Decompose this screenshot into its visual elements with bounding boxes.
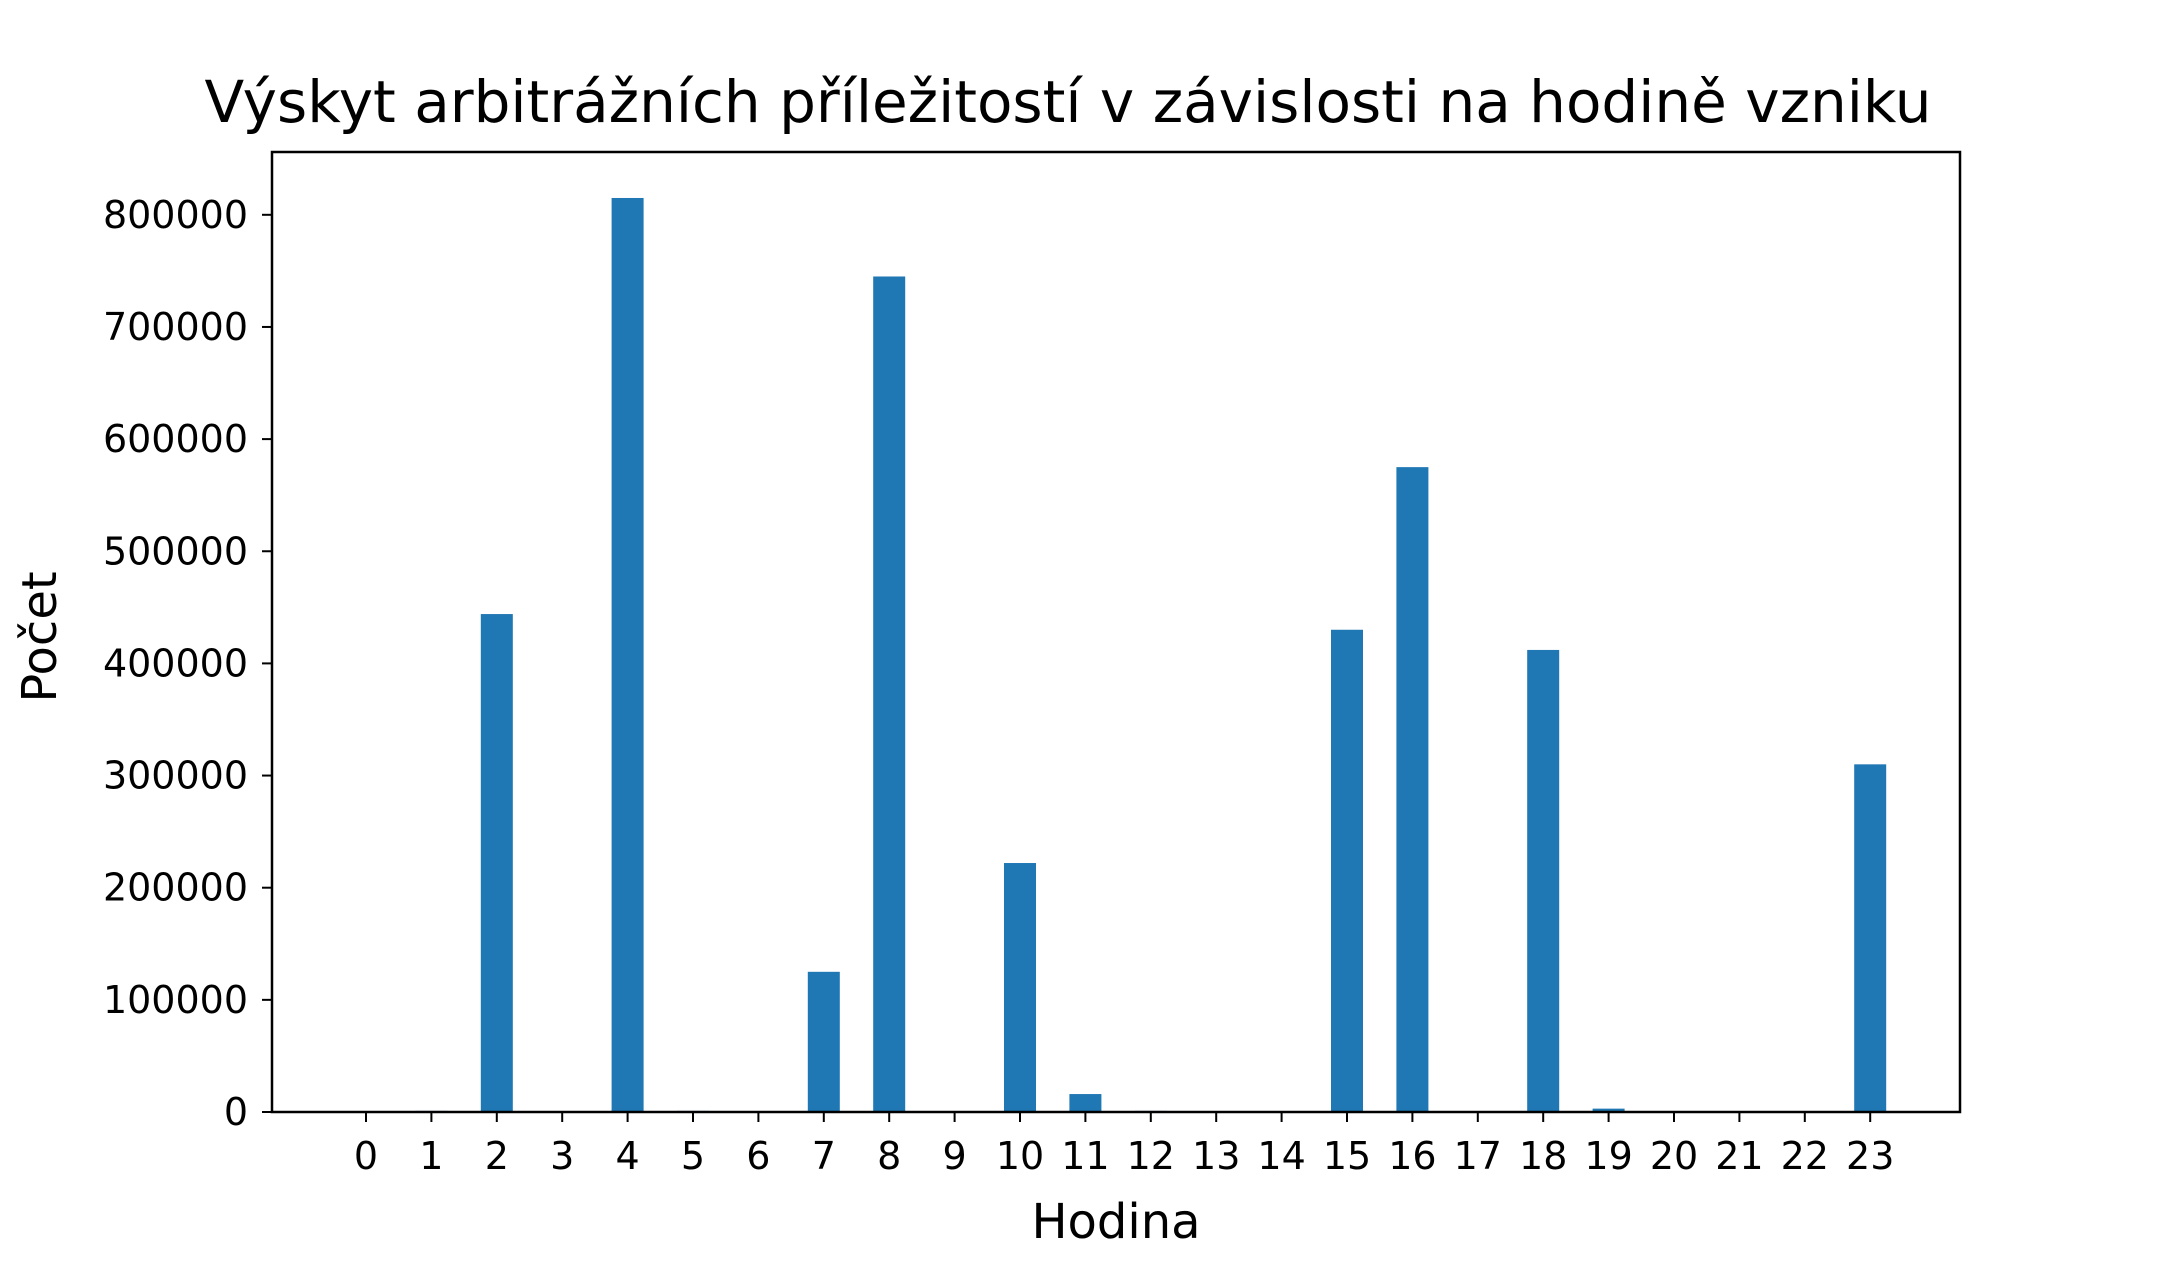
bar-hour-23: [1854, 764, 1887, 1112]
bars-group: [415, 197, 1887, 1113]
x-tick-label: 6: [746, 1134, 770, 1178]
y-tick-label: 500000: [103, 529, 248, 573]
x-tick-label: 8: [877, 1134, 901, 1178]
x-tick-label: 9: [943, 1134, 967, 1178]
y-tick-label: 100000: [103, 978, 248, 1022]
bar-hour-10: [1004, 863, 1036, 1112]
bar-hour-2: [480, 614, 513, 1112]
y-tick-label: 800000: [103, 193, 248, 237]
bar-hour-16: [1396, 467, 1429, 1112]
chart-title: Výskyt arbitrážních příležitostí v závis…: [205, 68, 1932, 136]
x-tick-label: 11: [1061, 1134, 1109, 1178]
x-tick-label: 16: [1388, 1134, 1436, 1178]
bar-hour-7: [807, 971, 840, 1112]
plot-frame: [270, 150, 1962, 1114]
y-tick-label: 600000: [103, 417, 248, 461]
bar-hour-19: [1592, 1108, 1625, 1112]
x-axis-ticks: 0 1 2 3 4 5 6 7 8 9 10 11 12 13 14 15 16 17 18 19 20 21 22 23: [354, 1112, 1894, 1178]
x-tick-label: 20: [1650, 1134, 1698, 1178]
y-tick-label: 300000: [103, 754, 248, 798]
x-tick-label: 10: [996, 1134, 1044, 1178]
bar-hour-18: [1527, 649, 1560, 1112]
x-tick-label: 13: [1192, 1134, 1240, 1178]
x-tick-label: 18: [1519, 1134, 1567, 1178]
y-tick-label: 700000: [103, 305, 248, 349]
x-tick-label: 23: [1846, 1134, 1894, 1178]
x-tick-label: 21: [1715, 1134, 1763, 1178]
x-tick-label: 5: [681, 1134, 705, 1178]
x-tick-label: 22: [1781, 1134, 1829, 1178]
x-tick-label: 12: [1127, 1134, 1175, 1178]
x-axis-label: Hodina: [1031, 1194, 1200, 1250]
x-tick-label: 17: [1454, 1134, 1502, 1178]
y-axis-label: Počet: [12, 571, 68, 702]
x-tick-label: 2: [485, 1134, 509, 1178]
x-tick-label: 4: [616, 1134, 640, 1178]
y-tick-label: 0: [224, 1090, 248, 1134]
bar-hour-8: [873, 276, 906, 1113]
x-tick-label: 0: [354, 1134, 378, 1178]
bar-hour-11: [1069, 1094, 1102, 1112]
x-tick-label: 3: [550, 1134, 574, 1178]
x-tick-label: 19: [1584, 1134, 1632, 1178]
x-tick-label: 7: [812, 1134, 836, 1178]
x-tick-label: 1: [419, 1134, 443, 1178]
bar-hour-15: [1331, 629, 1363, 1112]
bar-hour-4: [611, 197, 644, 1112]
x-tick-label: 15: [1323, 1134, 1371, 1178]
y-tick-label: 200000: [103, 866, 248, 910]
y-axis-ticks: 0 100000 200000 300000 400000 500000 600000 700…: [103, 193, 272, 1134]
y-tick-label: 400000: [103, 641, 248, 685]
x-tick-label: 14: [1257, 1134, 1305, 1178]
